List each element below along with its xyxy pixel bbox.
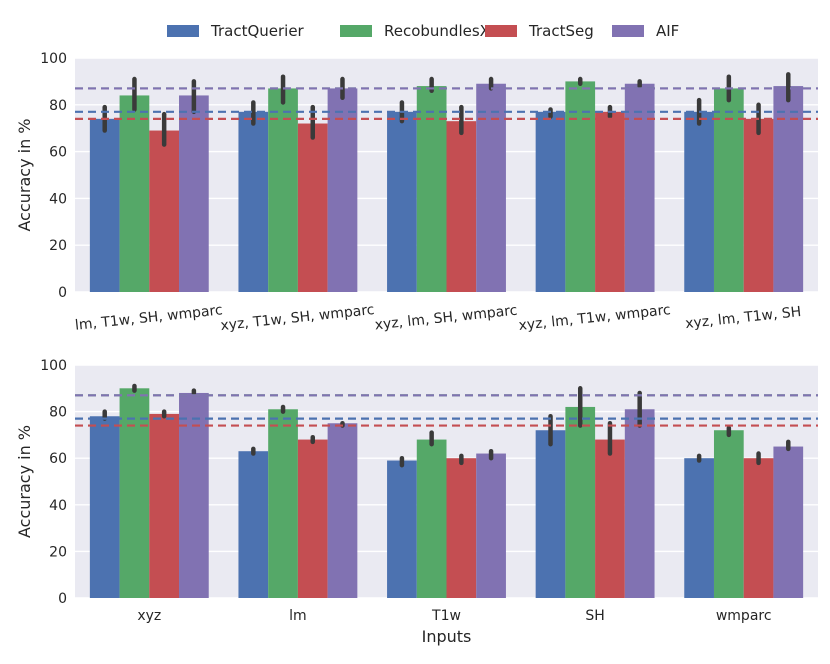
bar-recobundlesx-0	[119, 95, 150, 292]
legend-swatch-0	[167, 25, 199, 37]
legend: TractQuerier RecobundlesX TractSeg AIF	[167, 22, 679, 40]
bar-aif-0	[179, 392, 209, 598]
bar-recobundlesx-4	[713, 430, 744, 598]
x-tick-label: SH	[585, 608, 604, 624]
bar-aif-3	[624, 83, 655, 293]
bar-tractseg-3	[595, 439, 625, 598]
legend-label-1: RecobundlesX	[384, 22, 490, 40]
y-tick-label: 80	[49, 98, 67, 114]
bar-recobundlesx-1	[268, 409, 298, 598]
bar-aif-1	[327, 88, 358, 292]
bar-aif-2	[476, 453, 506, 598]
bottom-panel-chart: 0 20 40 60 80 100 xyz lm T1w SH wmparc Accuracy in …	[15, 358, 818, 646]
y-tick-label: 80	[49, 405, 67, 421]
bar-tractquerier-1	[238, 111, 269, 292]
y-axis-ticks: 0 20 40 60 80 100	[40, 51, 67, 301]
y-tick-label: 0	[58, 591, 67, 607]
bar-tractseg-1	[297, 123, 328, 293]
bar-tractquerier-4	[684, 111, 714, 292]
legend-swatch-1	[340, 25, 372, 37]
bar-recobundlesx-3	[565, 81, 596, 293]
bar-tractquerier-0	[89, 416, 120, 598]
bar-aif-2	[476, 83, 506, 293]
y-tick-label: 40	[49, 191, 67, 207]
x-tick-label: xyz, lm, T1w, wmparc	[518, 302, 672, 334]
y-tick-label: 60	[49, 145, 67, 161]
y-tick-label: 100	[40, 51, 67, 67]
bar-tractseg-2	[446, 121, 477, 293]
legend-swatch-2	[485, 25, 517, 37]
bar-recobundlesx-2	[416, 439, 447, 598]
y-axis-ticks: 0 20 40 60 80 100	[40, 358, 67, 607]
bar-tractseg-4	[743, 458, 774, 598]
x-tick-label: xyz, T1w, SH, wmparc	[220, 302, 375, 334]
legend-swatch-3	[612, 25, 644, 37]
x-tick-label: xyz, lm, SH, wmparc	[374, 303, 518, 334]
x-axis-label: Inputs	[422, 627, 472, 646]
x-axis-ticks: xyz lm T1w SH wmparc	[137, 608, 771, 624]
bar-recobundlesx-1	[268, 88, 298, 292]
y-axis-label: Accuracy in %	[15, 425, 34, 538]
bar-aif-0	[179, 95, 209, 292]
x-tick-label: lm	[289, 608, 307, 624]
y-tick-label: 100	[40, 358, 67, 374]
legend-label-0: TractQuerier	[210, 22, 305, 40]
bar-recobundlesx-3	[565, 406, 596, 598]
bars	[89, 383, 804, 598]
bar-tractquerier-0	[89, 118, 120, 292]
y-tick-label: 0	[58, 285, 67, 301]
bar-tractseg-0	[149, 130, 180, 292]
legend-label-3: AIF	[656, 22, 679, 40]
y-tick-label: 20	[49, 238, 67, 254]
bar-aif-3	[624, 409, 655, 598]
y-axis-label: Accuracy in %	[15, 118, 34, 231]
bar-aif-1	[327, 423, 358, 598]
bar-tractseg-2	[446, 458, 477, 598]
y-tick-label: 20	[49, 544, 67, 560]
bar-tractseg-1	[297, 439, 328, 598]
bar-aif-4	[773, 446, 804, 598]
bar-tractquerier-3	[535, 430, 566, 598]
x-tick-label: T1w	[431, 608, 461, 624]
reference-lines	[75, 87, 818, 120]
bar-recobundlesx-0	[119, 388, 150, 598]
bars	[89, 72, 804, 293]
bar-recobundlesx-2	[416, 86, 447, 292]
x-tick-label: lm, T1w, SH, wmparc	[74, 302, 223, 333]
bar-recobundlesx-4	[713, 88, 744, 292]
x-tick-label: xyz	[137, 608, 161, 624]
x-tick-label: xyz, lm, T1w, SH	[685, 304, 803, 332]
bar-tractquerier-3	[535, 111, 566, 292]
reference-lines	[75, 394, 818, 427]
bar-tractseg-0	[149, 413, 180, 598]
bar-tractquerier-1	[238, 451, 269, 598]
y-tick-label: 60	[49, 451, 67, 467]
bar-tractquerier-2	[387, 460, 417, 598]
bar-tractseg-3	[595, 111, 625, 292]
bar-tractseg-4	[743, 118, 774, 292]
bar-tractquerier-2	[387, 111, 417, 292]
bar-aif-4	[773, 86, 804, 292]
legend-label-2: TractSeg	[528, 22, 594, 40]
y-tick-label: 40	[49, 498, 67, 514]
bar-tractquerier-4	[684, 458, 714, 598]
x-tick-label: wmparc	[716, 608, 772, 624]
